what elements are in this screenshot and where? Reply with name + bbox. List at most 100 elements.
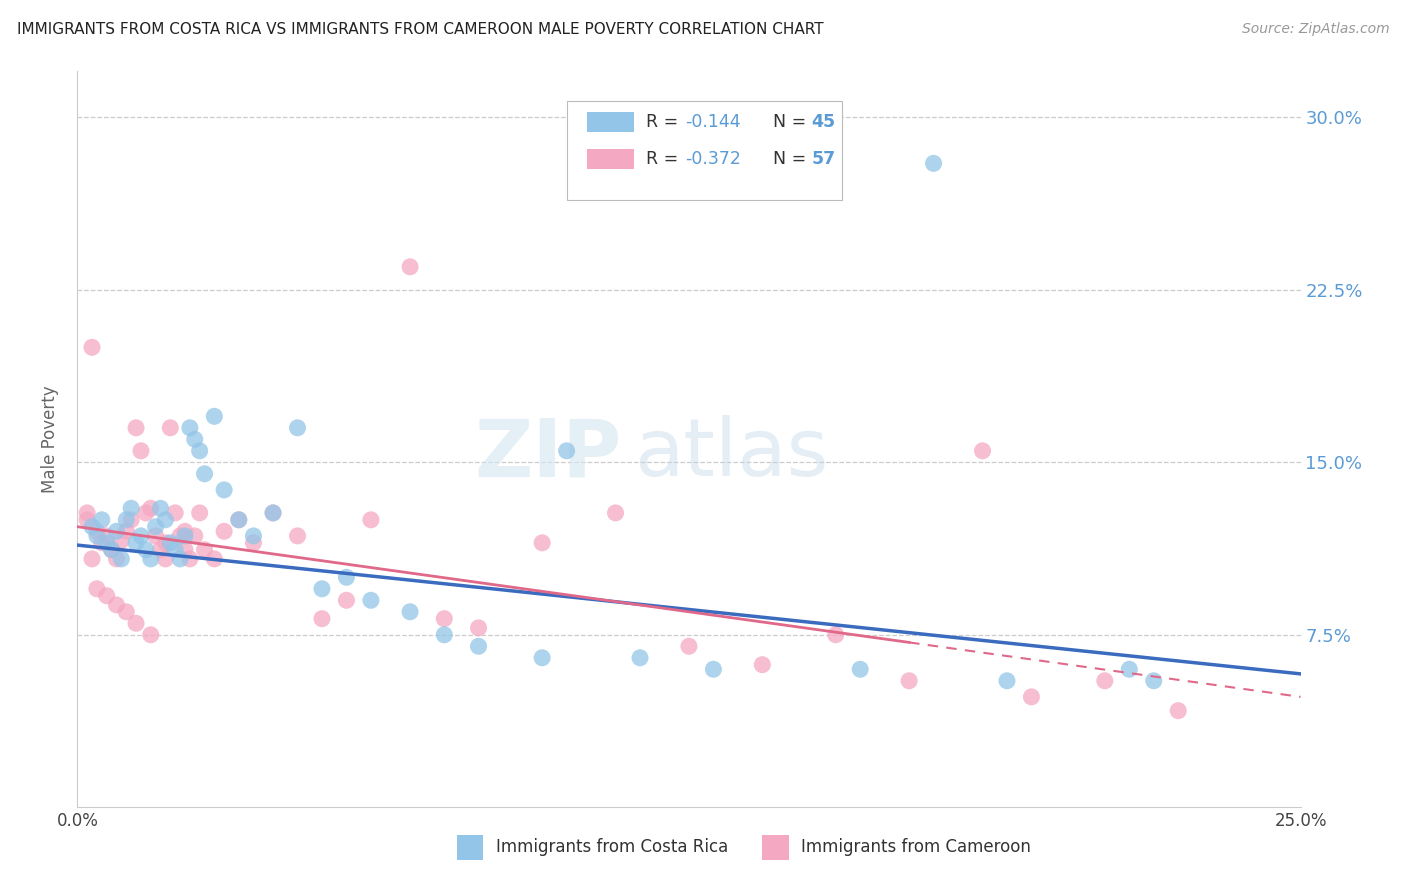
Point: [90, 536, 112, 550]
Point: [120, 501, 142, 516]
Point: [212, 524, 235, 539]
Point: [555, 443, 578, 458]
Point: [105, 552, 128, 566]
Point: [605, 506, 627, 520]
Point: [849, 662, 872, 676]
Point: [139, 552, 162, 566]
Point: [922, 156, 945, 170]
Point: [155, 536, 177, 550]
FancyBboxPatch shape: [588, 112, 634, 132]
Point: [1094, 673, 1116, 688]
Point: [174, 524, 197, 539]
Point: [311, 582, 333, 596]
Point: [228, 513, 250, 527]
Text: N =: N =: [762, 150, 813, 168]
Point: [1021, 690, 1043, 704]
Text: Source: ZipAtlas.com: Source: ZipAtlas.com: [1241, 22, 1389, 37]
Point: [188, 443, 211, 458]
Point: [242, 529, 264, 543]
Point: [1167, 704, 1189, 718]
Point: [335, 570, 357, 584]
Point: [751, 657, 773, 672]
Y-axis label: Male Poverty: Male Poverty: [41, 385, 59, 493]
Point: [995, 673, 1018, 688]
Text: N =: N =: [762, 113, 813, 131]
Point: [531, 650, 554, 665]
Point: [202, 552, 225, 566]
Point: [96, 529, 118, 543]
Point: [188, 506, 211, 520]
Point: [129, 443, 152, 458]
Text: Immigrants from Costa Rica: Immigrants from Costa Rica: [496, 838, 728, 856]
Point: [174, 542, 197, 557]
Point: [228, 513, 250, 527]
Point: [179, 421, 201, 435]
Point: [360, 513, 382, 527]
Point: [100, 542, 122, 557]
Point: [145, 529, 167, 543]
Point: [184, 529, 207, 543]
Point: [335, 593, 357, 607]
Point: [155, 513, 177, 527]
Point: [287, 421, 309, 435]
Point: [149, 542, 172, 557]
Point: [80, 519, 103, 533]
Point: [105, 524, 128, 539]
Text: IMMIGRANTS FROM COSTA RICA VS IMMIGRANTS FROM CAMEROON MALE POVERTY CORRELATION : IMMIGRANTS FROM COSTA RICA VS IMMIGRANTS…: [17, 22, 824, 37]
Point: [433, 612, 456, 626]
Point: [129, 529, 152, 543]
FancyBboxPatch shape: [762, 835, 789, 860]
Point: [80, 340, 103, 354]
Point: [433, 628, 456, 642]
Point: [824, 628, 846, 642]
Text: -0.144: -0.144: [685, 113, 741, 131]
Point: [262, 506, 284, 520]
Point: [76, 513, 98, 527]
Point: [110, 552, 132, 566]
Point: [169, 552, 191, 566]
Text: 57: 57: [811, 150, 835, 168]
Point: [96, 536, 118, 550]
Point: [972, 443, 994, 458]
Text: atlas: atlas: [634, 415, 828, 493]
Text: Immigrants from Cameroon: Immigrants from Cameroon: [801, 838, 1032, 856]
Point: [145, 519, 167, 533]
Point: [86, 529, 108, 543]
Text: -0.372: -0.372: [685, 150, 741, 168]
Point: [202, 409, 225, 424]
Point: [242, 536, 264, 550]
Point: [467, 621, 489, 635]
Point: [125, 536, 148, 550]
Point: [898, 673, 921, 688]
Point: [531, 536, 554, 550]
Point: [115, 605, 138, 619]
Point: [165, 506, 187, 520]
Point: [287, 529, 309, 543]
Point: [311, 612, 333, 626]
Point: [80, 552, 103, 566]
Point: [702, 662, 724, 676]
Point: [159, 421, 181, 435]
Point: [360, 593, 382, 607]
Text: R =: R =: [647, 150, 683, 168]
Point: [86, 524, 108, 539]
FancyBboxPatch shape: [567, 101, 842, 200]
Point: [135, 542, 157, 557]
Point: [135, 506, 157, 520]
Point: [115, 513, 138, 527]
Point: [212, 483, 235, 497]
Point: [1143, 673, 1166, 688]
Point: [86, 582, 108, 596]
Point: [120, 513, 142, 527]
Point: [174, 529, 197, 543]
Point: [139, 501, 162, 516]
Text: ZIP: ZIP: [474, 415, 621, 493]
Point: [100, 542, 122, 557]
Text: R =: R =: [647, 113, 683, 131]
FancyBboxPatch shape: [588, 149, 634, 169]
Point: [165, 542, 187, 557]
Point: [399, 605, 422, 619]
Point: [139, 628, 162, 642]
Point: [155, 552, 177, 566]
FancyBboxPatch shape: [457, 835, 484, 860]
